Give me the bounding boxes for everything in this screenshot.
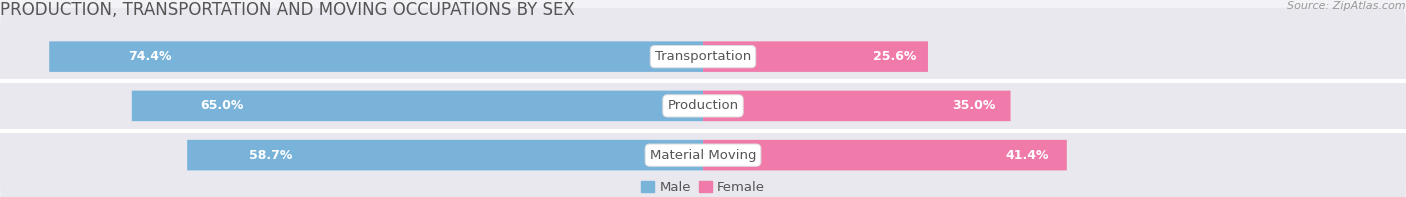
FancyBboxPatch shape bbox=[132, 91, 703, 121]
FancyBboxPatch shape bbox=[703, 41, 928, 72]
FancyBboxPatch shape bbox=[49, 41, 703, 72]
FancyBboxPatch shape bbox=[0, 8, 1406, 105]
FancyBboxPatch shape bbox=[0, 57, 1406, 155]
Text: 25.6%: 25.6% bbox=[873, 50, 917, 63]
Text: PRODUCTION, TRANSPORTATION AND MOVING OCCUPATIONS BY SEX: PRODUCTION, TRANSPORTATION AND MOVING OC… bbox=[0, 2, 575, 20]
Text: 74.4%: 74.4% bbox=[128, 50, 172, 63]
FancyBboxPatch shape bbox=[703, 91, 1011, 121]
FancyBboxPatch shape bbox=[703, 140, 1067, 170]
Text: Source: ZipAtlas.com: Source: ZipAtlas.com bbox=[1288, 2, 1406, 11]
Text: Transportation: Transportation bbox=[655, 50, 751, 63]
Legend: Male, Female: Male, Female bbox=[641, 181, 765, 194]
Text: Material Moving: Material Moving bbox=[650, 149, 756, 162]
Text: 41.4%: 41.4% bbox=[1005, 149, 1049, 162]
Text: 65.0%: 65.0% bbox=[201, 99, 243, 112]
FancyBboxPatch shape bbox=[0, 106, 1406, 197]
FancyBboxPatch shape bbox=[187, 140, 703, 170]
Text: Production: Production bbox=[668, 99, 738, 112]
Text: 35.0%: 35.0% bbox=[952, 99, 995, 112]
Text: 58.7%: 58.7% bbox=[249, 149, 292, 162]
